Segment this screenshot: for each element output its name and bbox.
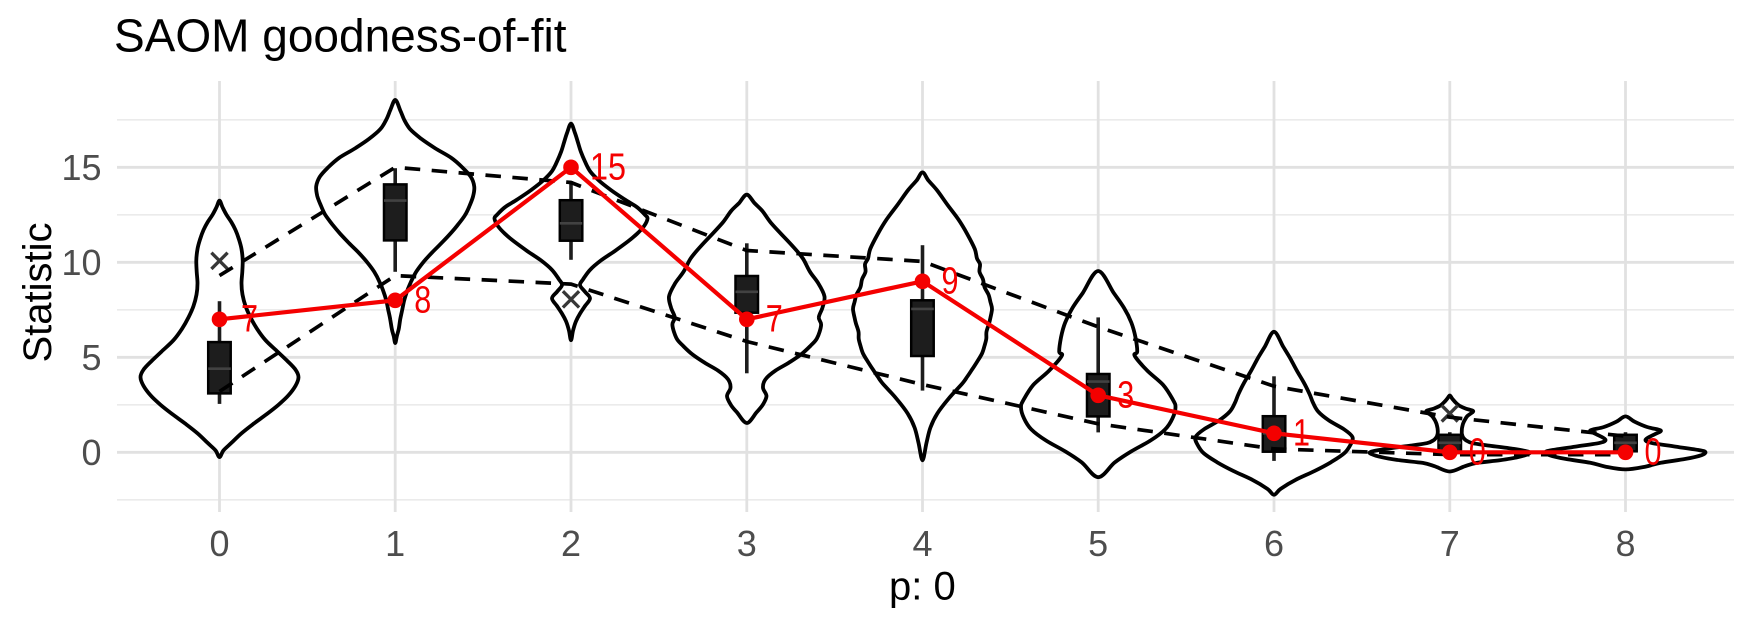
svg-text:Statistic: Statistic [16,222,60,362]
svg-text:3: 3 [1117,374,1134,416]
svg-text:7: 7 [241,298,258,340]
svg-text:8: 8 [1615,523,1635,564]
svg-text:1: 1 [385,523,405,564]
svg-text:5: 5 [1088,523,1108,564]
svg-text:6: 6 [1264,523,1284,564]
svg-text:0: 0 [81,432,101,473]
svg-text:p: 0: p: 0 [889,564,956,608]
svg-text:0: 0 [1469,431,1486,473]
svg-text:3: 3 [737,523,757,564]
svg-text:7: 7 [1440,523,1460,564]
svg-text:10: 10 [61,242,101,283]
svg-text:4: 4 [912,523,932,564]
svg-text:9: 9 [942,260,959,302]
svg-text:8: 8 [414,279,431,321]
svg-text:2: 2 [561,523,581,564]
svg-text:15: 15 [61,147,101,188]
svg-text:1: 1 [1293,412,1310,454]
svg-text:15: 15 [590,146,626,188]
svg-text:0: 0 [209,523,229,564]
svg-text:7: 7 [766,298,783,340]
svg-text:0: 0 [1645,431,1662,473]
svg-text:5: 5 [81,337,101,378]
svg-text:SAOM goodness-of-fit: SAOM goodness-of-fit [114,10,567,62]
